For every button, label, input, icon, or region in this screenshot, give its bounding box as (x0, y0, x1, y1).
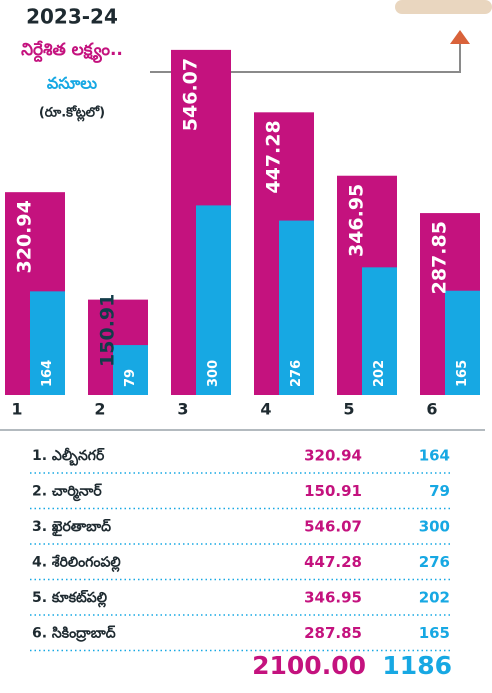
row-name: 4. శేరిలింగంపల్లి (32, 555, 121, 573)
row-name: 1. ఎల్బీనగర్ (32, 447, 105, 466)
collected-value-label: 79 (123, 369, 138, 387)
target-value-label: 287.85 (429, 221, 451, 294)
infographic: 2023-24 నిర్దేశిత లక్ష్యం.. వసూలు (రూ.కో… (0, 0, 492, 689)
row-collected: 276 (419, 553, 450, 571)
total-target: 2100.00 (252, 651, 366, 680)
target-value-label: 546.07 (180, 58, 202, 131)
collected-value-label: 202 (372, 360, 387, 387)
x-tick-label: 3 (177, 400, 188, 419)
total-collected: 1186 (382, 651, 452, 680)
row-target: 150.91 (304, 482, 362, 500)
row-target: 346.95 (304, 589, 362, 607)
x-tick-label: 2 (94, 400, 105, 419)
row-collected: 300 (419, 518, 450, 536)
row-target: 447.28 (304, 553, 362, 571)
row-collected: 79 (429, 482, 450, 500)
row-collected: 165 (419, 624, 450, 642)
legend-collected: వసూలు (47, 74, 98, 93)
collected-value-label: 165 (455, 360, 470, 387)
coins-image (395, 0, 492, 14)
legend-target: నిర్దేశిత లక్ష్యం.. (21, 40, 123, 63)
x-tick-label: 5 (343, 400, 354, 419)
row-name: 6. సికింద్రాబాద్ (32, 625, 116, 643)
row-name: 5. కూకట్‌పల్లి (32, 589, 108, 608)
x-tick-label: 6 (426, 400, 437, 419)
row-name: 3. ఖైరతాబాద్ (32, 518, 111, 537)
row-target: 287.85 (304, 624, 362, 642)
chart-subtitle: (రూ.కోట్లలో) (39, 105, 105, 123)
row-target: 546.07 (304, 518, 362, 536)
arrow-head (450, 30, 470, 44)
target-value-label: 346.95 (346, 184, 368, 257)
row-name: 2. చార్మినార్ (32, 483, 102, 502)
row-collected: 202 (419, 589, 450, 607)
target-value-label: 150.91 (97, 294, 119, 367)
x-tick-label: 1 (11, 400, 22, 419)
collected-value-label: 300 (206, 360, 221, 387)
x-tick-label: 4 (260, 400, 271, 419)
row-target: 320.94 (304, 447, 362, 465)
collected-value-label: 276 (289, 360, 304, 387)
target-value-label: 447.28 (263, 120, 285, 193)
row-collected: 164 (419, 447, 450, 465)
target-value-label: 320.94 (14, 200, 36, 273)
chart-title: 2023-24 (26, 5, 118, 29)
collected-value-label: 164 (40, 360, 55, 387)
